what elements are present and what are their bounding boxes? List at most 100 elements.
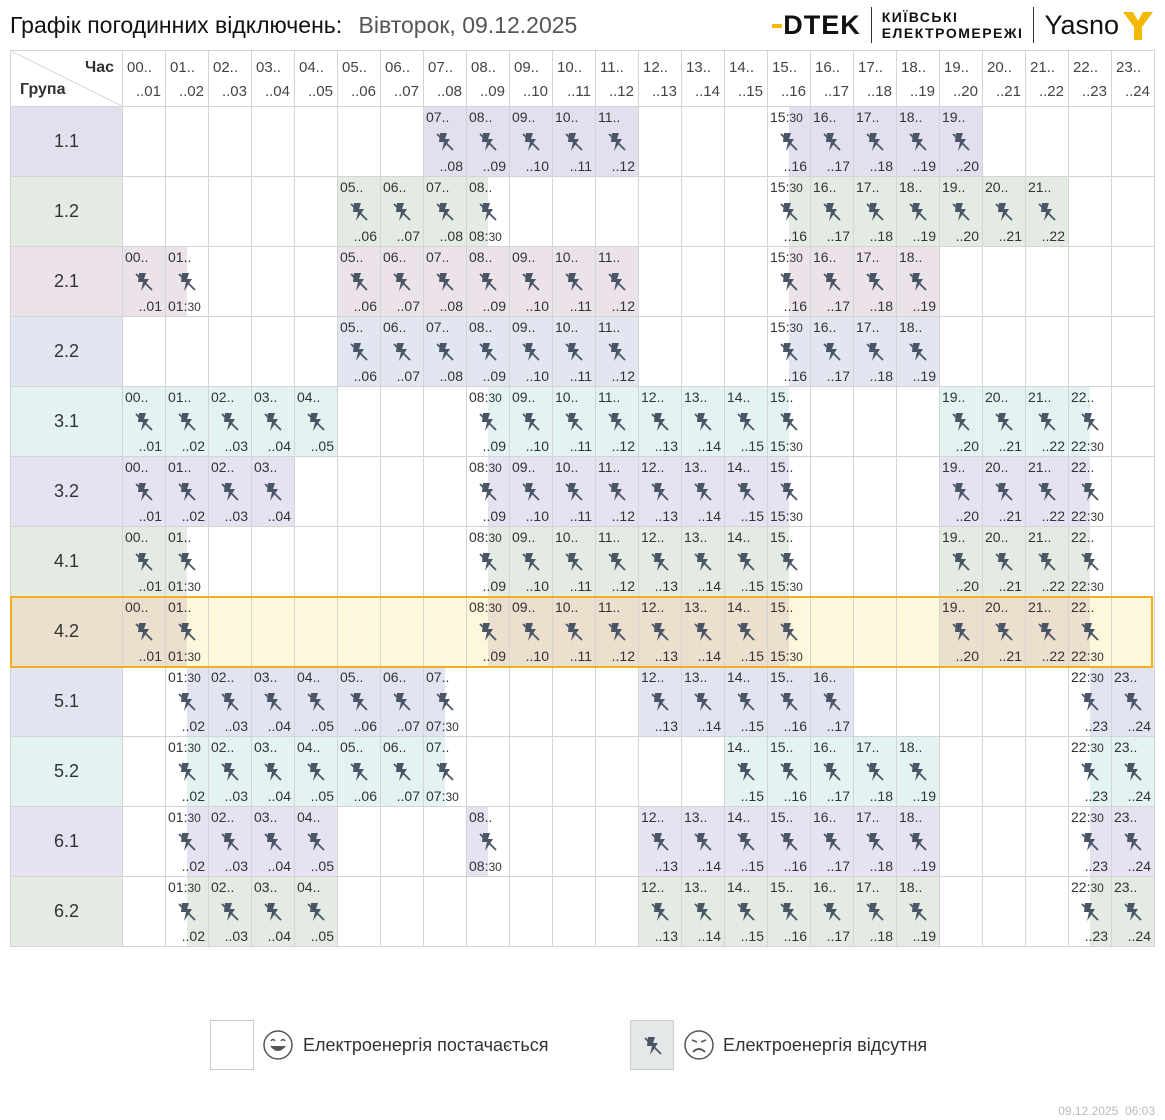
outage-end-label: ..18 (869, 858, 893, 874)
outage-start-label: 08.. (469, 179, 493, 195)
hour-cell (810, 386, 854, 457)
hour-cell: 18.. ..19 (896, 106, 940, 177)
outage-end-label: ..01 (138, 508, 162, 524)
hour-cell: 15:30 ..16 (767, 176, 811, 247)
hour-cell (423, 806, 467, 877)
hour-cell: 12.. ..13 (638, 806, 682, 877)
outage-start-label: 17.. (856, 179, 880, 195)
outage-end-label: ..09 (482, 368, 506, 384)
hour-cell: 15.. 15:30 (767, 526, 811, 597)
hour-cell: 16.. ..17 (810, 806, 854, 877)
hour-cell (122, 176, 166, 247)
hour-cell: 07.. ..08 (423, 176, 467, 247)
hour-cell: 20.. ..21 (982, 176, 1026, 247)
hour-cell: 14.. ..15 (724, 456, 768, 527)
hour-header-cell: 19.. ..20 (939, 50, 983, 107)
no-power-icon (178, 762, 196, 781)
hour-cell (208, 526, 252, 597)
hour-cell: 03.. ..04 (251, 806, 295, 877)
hour-cell (509, 666, 553, 737)
hour-cell (982, 246, 1026, 317)
hour-cell (165, 106, 209, 177)
hour-start-label: 02.. (213, 59, 239, 76)
hour-cell: 05.. ..06 (337, 246, 381, 317)
hour-cell: 12.. ..13 (638, 526, 682, 597)
outage-start-label: 13.. (684, 669, 708, 685)
no-power-icon (479, 342, 497, 361)
no-power-icon (1038, 482, 1056, 501)
outage-end-label: ..02 (181, 858, 205, 874)
hour-end-label: ..16 (780, 83, 806, 100)
no-power-icon (694, 552, 712, 571)
hour-cell: 19.. ..20 (939, 526, 983, 597)
hour-cell: 14.. ..15 (724, 526, 768, 597)
outage-start-label: 14.. (727, 529, 751, 545)
outage-start-label: 10.. (555, 249, 579, 265)
outage-end-label: ..12 (611, 158, 635, 174)
hour-cell: 05.. ..06 (337, 736, 381, 807)
hour-start-label: 11.. (600, 59, 624, 76)
hour-start-label: 03.. (256, 59, 282, 76)
kyiv-grid-logo: КИЇВСЬКІ ЕЛЕКТРОМЕРЕЖІ (881, 9, 1024, 41)
no-power-icon (1081, 552, 1099, 571)
no-power-icon (307, 412, 325, 431)
no-power-icon (1081, 692, 1099, 711)
hour-cell: 17.. ..18 (853, 736, 897, 807)
outage-start-label: 13.. (684, 389, 708, 405)
hour-cell: 05.. ..06 (337, 316, 381, 387)
hour-cell: 05.. ..06 (337, 176, 381, 247)
no-power-icon (522, 412, 540, 431)
hour-cell: 16.. ..17 (810, 666, 854, 737)
no-power-icon (737, 902, 755, 921)
outage-end-label: 22:30 (1071, 438, 1104, 454)
legend-on-label: Електроенергія постачається (303, 1035, 549, 1055)
hour-cell (1068, 316, 1112, 387)
sad-face-icon (684, 1030, 714, 1060)
hour-start-label: 23.. (1116, 59, 1142, 76)
hour-cell (982, 736, 1026, 807)
outage-end-label: ..11 (569, 648, 592, 664)
no-power-icon (909, 832, 927, 851)
hour-cell (1025, 316, 1069, 387)
outage-start-label: 08.. (469, 809, 493, 825)
outage-start-label: 09.. (512, 109, 536, 125)
hour-cell (810, 526, 854, 597)
hour-cell (552, 666, 596, 737)
hour-end-label: ..01 (135, 83, 161, 100)
hour-cell: 00.. ..01 (122, 596, 166, 667)
hour-cell (939, 876, 983, 947)
no-power-icon (1124, 692, 1142, 711)
group-row: 2.1 00.. ..01 01.. 01:30 05.. ..06 06.. ..07 07..… (10, 246, 1155, 317)
hour-cell (1111, 456, 1155, 527)
outage-end-label: ..09 (482, 508, 506, 524)
hour-cell: 20.. ..21 (982, 456, 1026, 527)
hour-cell (939, 806, 983, 877)
outage-end-label: 22:30 (1071, 648, 1104, 664)
hour-cell (466, 736, 510, 807)
hour-cell (896, 526, 940, 597)
hour-start-label: 05.. (342, 59, 368, 76)
hour-cell (1068, 246, 1112, 317)
hour-cell: 06.. ..07 (380, 176, 424, 247)
outage-start-label: 11.. (598, 109, 621, 125)
hour-cell: 15.. 15:30 (767, 456, 811, 527)
hour-cell: 22.. 22:30 (1068, 456, 1112, 527)
no-power-icon (651, 692, 669, 711)
hour-cell: 19.. ..20 (939, 386, 983, 457)
outage-end-label: ..09 (482, 438, 506, 454)
outage-start-label: 17.. (856, 809, 880, 825)
outage-end-label: ..21 (998, 508, 1022, 524)
hour-cell: 14.. ..15 (724, 386, 768, 457)
outage-end-label: ..09 (482, 578, 506, 594)
hour-axis-label: Час (84, 59, 114, 76)
hour-cell: 01.. 01:30 (165, 526, 209, 597)
outage-start-label: 08:30 (469, 529, 502, 545)
hour-cell: 20.. ..21 (982, 386, 1026, 457)
outage-end-label: ..15 (740, 648, 764, 664)
outage-end-label: ..05 (310, 718, 334, 734)
hour-cell: 07.. ..08 (423, 316, 467, 387)
hour-cell (122, 806, 166, 877)
hour-cell: 01:30 ..02 (165, 806, 209, 877)
outage-schedule-table: Час Група 00.. ..01 01.. ..02 02.. ..03 03....… (10, 50, 1155, 947)
hour-cell: 04.. ..05 (294, 876, 338, 947)
